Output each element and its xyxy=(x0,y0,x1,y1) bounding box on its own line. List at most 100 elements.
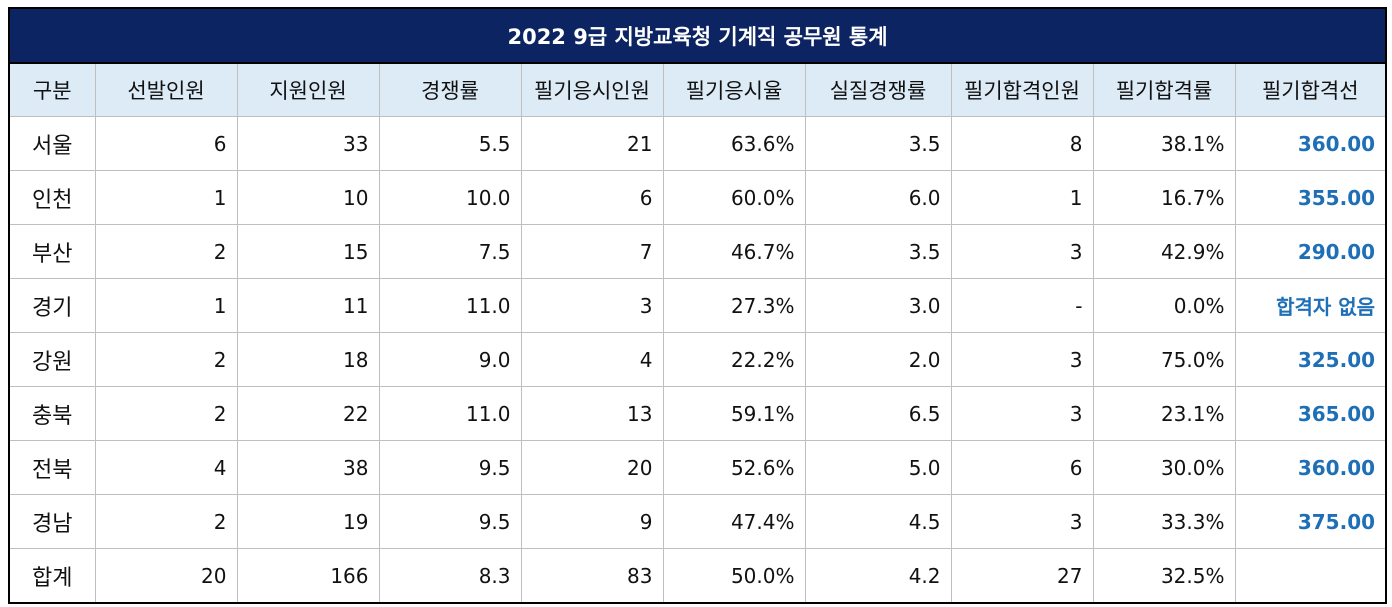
cell-cutoff: 325.00 xyxy=(1234,332,1387,387)
cell-pass-rate: 30.0% xyxy=(1092,440,1236,495)
cell-passed: 8 xyxy=(950,116,1094,171)
cell-passed: 3 xyxy=(950,224,1094,279)
cell-cutoff: 합격자 없음 xyxy=(1234,278,1387,333)
cell-applicants: 38 xyxy=(236,440,380,495)
cell-applicants: 19 xyxy=(236,494,380,549)
cell-examinees: 9 xyxy=(520,494,664,549)
cell-real-competition: 2.0 xyxy=(804,332,952,387)
cell-applicants: 22 xyxy=(236,386,380,441)
cell-examinees: 3 xyxy=(520,278,664,333)
cell-exam-rate: 22.2% xyxy=(662,332,806,387)
cell-cutoff: 360.00 xyxy=(1234,440,1387,495)
cell-exam-rate: 52.6% xyxy=(662,440,806,495)
cell-applicants: 33 xyxy=(236,116,380,171)
cell-passed: 27 xyxy=(950,548,1094,604)
cell-exam-rate: 63.6% xyxy=(662,116,806,171)
cell-cutoff: 360.00 xyxy=(1234,116,1387,171)
cell-pass-rate: 38.1% xyxy=(1092,116,1236,171)
header-cutoff: 필기합격선 xyxy=(1234,62,1387,117)
cell-competition: 7.5 xyxy=(378,224,522,279)
cell-selected: 20 xyxy=(94,548,238,604)
table-row: 충북 2 22 11.0 13 59.1% 6.5 3 23.1% 365.00 xyxy=(8,386,1387,441)
header-exam-rate: 필기응시율 xyxy=(662,62,806,117)
cell-competition: 10.0 xyxy=(378,170,522,225)
cell-exam-rate: 59.1% xyxy=(662,386,806,441)
cell-examinees: 4 xyxy=(520,332,664,387)
cell-applicants: 10 xyxy=(236,170,380,225)
cell-selected: 1 xyxy=(94,278,238,333)
cell-real-competition: 4.5 xyxy=(804,494,952,549)
cell-cutoff: 290.00 xyxy=(1234,224,1387,279)
cell-passed: 3 xyxy=(950,332,1094,387)
cell-passed: 3 xyxy=(950,494,1094,549)
cell-exam-rate: 50.0% xyxy=(662,548,806,604)
cell-applicants: 11 xyxy=(236,278,380,333)
table-row: 인천 1 10 10.0 6 60.0% 6.0 1 16.7% 355.00 xyxy=(8,170,1387,225)
header-passed: 필기합격인원 xyxy=(950,62,1094,117)
cell-selected: 2 xyxy=(94,224,238,279)
cell-selected: 2 xyxy=(94,386,238,441)
header-examinees: 필기응시인원 xyxy=(520,62,664,117)
table-row: 경기 1 11 11.0 3 27.3% 3.0 - 0.0% 합격자 없음 xyxy=(8,278,1387,333)
cell-region: 충북 xyxy=(8,386,96,441)
cell-pass-rate: 16.7% xyxy=(1092,170,1236,225)
cell-competition: 11.0 xyxy=(378,386,522,441)
cell-pass-rate: 32.5% xyxy=(1092,548,1236,604)
cell-region: 경기 xyxy=(8,278,96,333)
cell-cutoff: 365.00 xyxy=(1234,386,1387,441)
cell-passed: - xyxy=(950,278,1094,333)
cell-selected: 2 xyxy=(94,494,238,549)
header-selected: 선발인원 xyxy=(94,62,238,117)
cell-pass-rate: 0.0% xyxy=(1092,278,1236,333)
cell-real-competition: 4.2 xyxy=(804,548,952,604)
table-row: 경남 2 19 9.5 9 47.4% 4.5 3 33.3% 375.00 xyxy=(8,494,1387,549)
cell-exam-rate: 47.4% xyxy=(662,494,806,549)
cell-examinees: 83 xyxy=(520,548,664,604)
cell-selected: 1 xyxy=(94,170,238,225)
cell-competition: 9.0 xyxy=(378,332,522,387)
cell-region: 경남 xyxy=(8,494,96,549)
cell-selected: 4 xyxy=(94,440,238,495)
header-pass-rate: 필기합격률 xyxy=(1092,62,1236,117)
cell-examinees: 20 xyxy=(520,440,664,495)
cell-pass-rate: 33.3% xyxy=(1092,494,1236,549)
cell-selected: 6 xyxy=(94,116,238,171)
cell-pass-rate: 42.9% xyxy=(1092,224,1236,279)
cell-applicants: 166 xyxy=(236,548,380,604)
cell-cutoff: 375.00 xyxy=(1234,494,1387,549)
cell-selected: 2 xyxy=(94,332,238,387)
table-title: 2022 9급 지방교육청 기계직 공무원 통계 xyxy=(7,7,1388,64)
cell-region: 강원 xyxy=(8,332,96,387)
cell-exam-rate: 46.7% xyxy=(662,224,806,279)
cell-passed: 6 xyxy=(950,440,1094,495)
cell-competition: 8.3 xyxy=(378,548,522,604)
cell-cutoff xyxy=(1234,548,1387,604)
cell-region: 인천 xyxy=(8,170,96,225)
cell-examinees: 13 xyxy=(520,386,664,441)
cell-pass-rate: 75.0% xyxy=(1092,332,1236,387)
cell-region: 서울 xyxy=(8,116,96,171)
table-row: 부산 2 15 7.5 7 46.7% 3.5 3 42.9% 290.00 xyxy=(8,224,1387,279)
header-competition: 경쟁률 xyxy=(378,62,522,117)
cell-competition: 9.5 xyxy=(378,494,522,549)
cell-real-competition: 6.5 xyxy=(804,386,952,441)
cell-examinees: 21 xyxy=(520,116,664,171)
cell-real-competition: 6.0 xyxy=(804,170,952,225)
header-region: 구분 xyxy=(8,62,96,117)
cell-exam-rate: 27.3% xyxy=(662,278,806,333)
cell-competition: 11.0 xyxy=(378,278,522,333)
cell-passed: 1 xyxy=(950,170,1094,225)
table-row: 전북 4 38 9.5 20 52.6% 5.0 6 30.0% 360.00 xyxy=(8,440,1387,495)
cell-passed: 3 xyxy=(950,386,1094,441)
table-row: 서울 6 33 5.5 21 63.6% 3.5 8 38.1% 360.00 xyxy=(8,116,1387,171)
cell-applicants: 18 xyxy=(236,332,380,387)
cell-real-competition: 3.0 xyxy=(804,278,952,333)
header-real-competition: 실질경쟁률 xyxy=(804,62,952,117)
cell-applicants: 15 xyxy=(236,224,380,279)
stats-table: 2022 9급 지방교육청 기계직 공무원 통계 구분 선발인원 지원인원 경쟁… xyxy=(7,7,1388,604)
cell-region: 전북 xyxy=(8,440,96,495)
table-row: 강원 2 18 9.0 4 22.2% 2.0 3 75.0% 325.00 xyxy=(8,332,1387,387)
header-row: 구분 선발인원 지원인원 경쟁률 필기응시인원 필기응시율 실질경쟁률 필기합격… xyxy=(8,62,1387,117)
cell-examinees: 6 xyxy=(520,170,664,225)
cell-region: 합계 xyxy=(8,548,96,604)
